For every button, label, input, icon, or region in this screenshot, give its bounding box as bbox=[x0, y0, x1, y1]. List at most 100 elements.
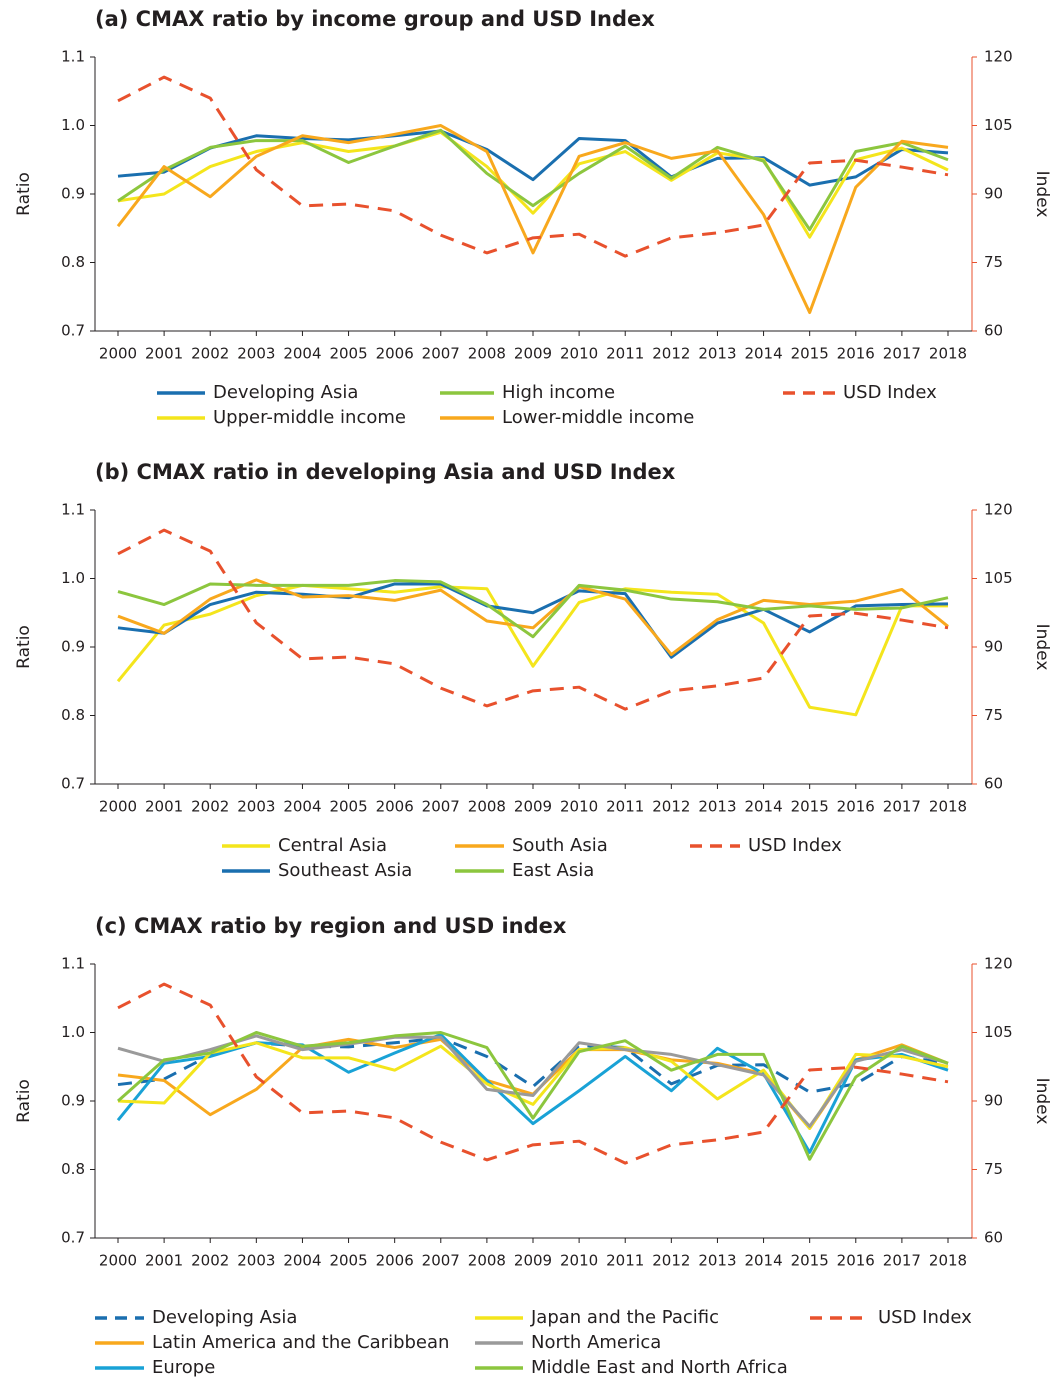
x-tick-label: 2006 bbox=[376, 345, 414, 363]
legend-label: South Asia bbox=[512, 835, 608, 856]
x-tick-label: 2013 bbox=[698, 798, 736, 816]
y2-tick-label: 120 bbox=[984, 48, 1013, 66]
x-tick-label: 2002 bbox=[191, 798, 229, 816]
y-tick-label: 0.9 bbox=[61, 1092, 85, 1110]
legend-label: North America bbox=[531, 1332, 661, 1353]
y2-axis-label: Index bbox=[1032, 171, 1052, 218]
x-tick-label: 2017 bbox=[883, 345, 921, 363]
legend-label: Upper-middle income bbox=[213, 407, 406, 428]
x-tick-label: 2017 bbox=[883, 798, 921, 816]
x-tick-label: 2014 bbox=[744, 345, 782, 363]
x-tick-label: 2008 bbox=[468, 345, 506, 363]
x-tick-label: 2003 bbox=[237, 1252, 275, 1270]
legend-label: Latin America and the Caribbean bbox=[152, 1332, 449, 1353]
legend-label: Middle East and North Africa bbox=[531, 1357, 788, 1378]
y-axis-label: Ratio bbox=[14, 1079, 34, 1123]
series-line bbox=[117, 128, 949, 232]
y2-tick-label: 120 bbox=[984, 955, 1013, 973]
legend-label: USD Index bbox=[843, 382, 937, 403]
legend-label: East Asia bbox=[512, 860, 594, 881]
y2-tick-label: 120 bbox=[984, 501, 1013, 519]
x-tick-label: 2010 bbox=[560, 798, 598, 816]
x-tick-label: 2010 bbox=[560, 345, 598, 363]
chart-title: (a) CMAX ratio by income group and USD I… bbox=[95, 7, 655, 31]
x-tick-label: 2007 bbox=[422, 798, 460, 816]
y2-tick-label: 90 bbox=[984, 185, 1003, 203]
x-tick-label: 2000 bbox=[99, 1252, 137, 1270]
x-tick-label: 2001 bbox=[145, 798, 183, 816]
y2-tick-label: 105 bbox=[984, 116, 1013, 134]
y-axis-label: Ratio bbox=[14, 625, 34, 669]
x-tick-label: 2015 bbox=[791, 345, 829, 363]
y2-axis-label: Index bbox=[1032, 624, 1052, 671]
x-tick-label: 2009 bbox=[514, 345, 552, 363]
x-tick-label: 2009 bbox=[514, 798, 552, 816]
x-tick-label: 2015 bbox=[791, 798, 829, 816]
series-line bbox=[117, 1034, 949, 1128]
series-line bbox=[117, 1041, 949, 1130]
legend-label: Developing Asia bbox=[213, 382, 358, 403]
y-tick-label: 0.9 bbox=[61, 638, 85, 656]
y2-tick-label: 60 bbox=[984, 322, 1003, 340]
x-tick-label: 2011 bbox=[606, 798, 644, 816]
x-tick-label: 2012 bbox=[652, 345, 690, 363]
legend-label: USD Index bbox=[878, 1307, 972, 1328]
x-tick-label: 2012 bbox=[652, 1252, 690, 1270]
x-tick-label: 2016 bbox=[837, 1252, 875, 1270]
x-tick-label: 2009 bbox=[514, 1252, 552, 1270]
series-line bbox=[117, 582, 949, 659]
series-line bbox=[117, 1037, 949, 1130]
x-tick-label: 2001 bbox=[145, 1252, 183, 1270]
x-tick-label: 2018 bbox=[929, 798, 967, 816]
x-tick-label: 2007 bbox=[422, 1252, 460, 1270]
series-line bbox=[116, 583, 948, 717]
x-tick-label: 2011 bbox=[606, 345, 644, 363]
y-tick-label: 1.0 bbox=[61, 1023, 85, 1041]
x-tick-label: 2014 bbox=[744, 798, 782, 816]
series-line bbox=[117, 982, 949, 1165]
x-tick-label: 2003 bbox=[237, 798, 275, 816]
x-tick-label: 2000 bbox=[99, 345, 137, 363]
series-line bbox=[117, 130, 949, 239]
legend-label: Developing Asia bbox=[152, 1307, 297, 1328]
y-tick-label: 0.7 bbox=[61, 775, 85, 793]
x-tick-label: 2005 bbox=[329, 1252, 367, 1270]
x-tick-label: 2016 bbox=[837, 798, 875, 816]
chart-title: (c) CMAX ratio by region and USD index bbox=[95, 914, 567, 938]
x-tick-label: 2001 bbox=[145, 345, 183, 363]
y-tick-label: 0.7 bbox=[61, 322, 85, 340]
series-line bbox=[117, 579, 949, 639]
y2-tick-label: 105 bbox=[984, 1023, 1013, 1041]
series-line bbox=[117, 578, 949, 657]
y-tick-label: 1.1 bbox=[61, 48, 85, 66]
legend-label: Lower-middle income bbox=[502, 407, 694, 428]
x-tick-label: 2012 bbox=[652, 798, 690, 816]
y2-tick-label: 75 bbox=[984, 1160, 1003, 1178]
x-tick-label: 2005 bbox=[329, 345, 367, 363]
legend-label: Europe bbox=[152, 1357, 215, 1378]
chart-title: (b) CMAX ratio in developing Asia and US… bbox=[95, 460, 676, 484]
x-tick-label: 2007 bbox=[422, 345, 460, 363]
x-tick-label: 2015 bbox=[791, 1252, 829, 1270]
y-tick-label: 0.8 bbox=[61, 1160, 85, 1178]
x-tick-label: 2004 bbox=[283, 798, 321, 816]
y-axis-label: Ratio bbox=[14, 172, 34, 216]
x-tick-label: 2010 bbox=[560, 1252, 598, 1270]
x-tick-label: 2004 bbox=[283, 345, 321, 363]
x-tick-label: 2018 bbox=[929, 345, 967, 363]
series-line bbox=[117, 1031, 949, 1161]
legend-label: High income bbox=[502, 382, 615, 403]
x-tick-label: 2004 bbox=[283, 1252, 321, 1270]
y2-tick-label: 75 bbox=[984, 253, 1003, 271]
x-tick-label: 2008 bbox=[468, 1252, 506, 1270]
x-tick-label: 2017 bbox=[883, 1252, 921, 1270]
y2-tick-label: 60 bbox=[984, 775, 1003, 793]
y-tick-label: 1.1 bbox=[61, 955, 85, 973]
legend-label: USD Index bbox=[748, 835, 842, 856]
x-tick-label: 2011 bbox=[606, 1252, 644, 1270]
x-tick-label: 2018 bbox=[929, 1252, 967, 1270]
y2-tick-label: 90 bbox=[984, 1092, 1003, 1110]
x-tick-label: 2013 bbox=[698, 1252, 736, 1270]
x-tick-label: 2016 bbox=[837, 345, 875, 363]
